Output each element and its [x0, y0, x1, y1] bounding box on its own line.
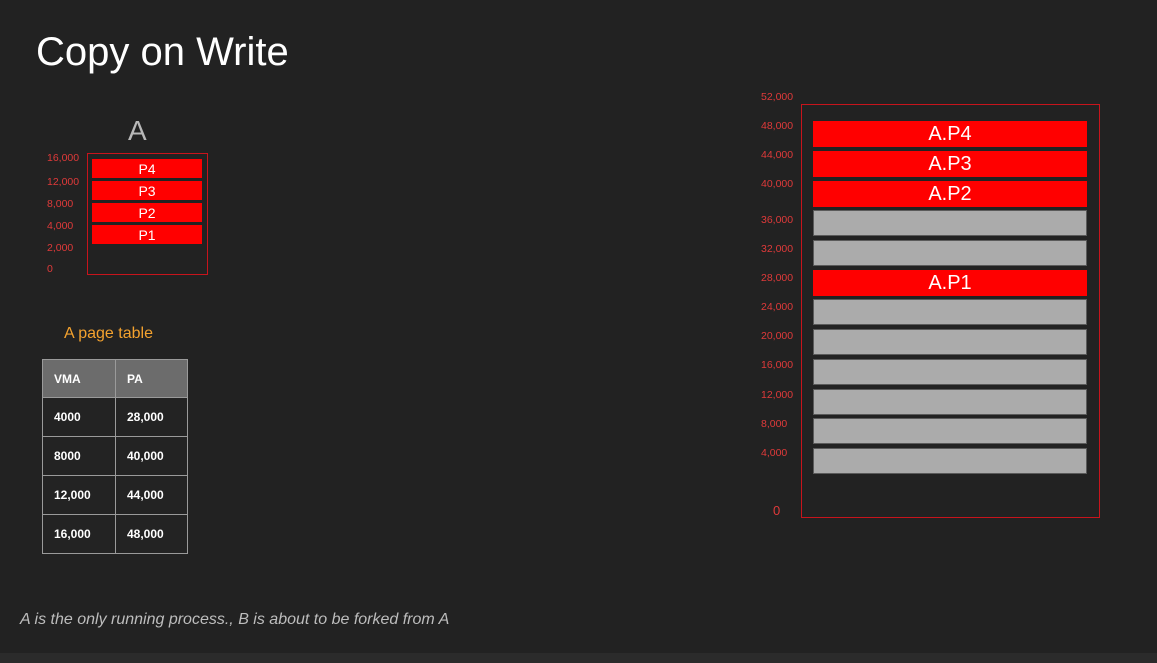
pm-axis-label: 48,000: [761, 120, 794, 132]
physical-frame-a-p3: A.P3: [813, 151, 1087, 177]
physical-frame-free: [813, 359, 1087, 385]
a-axis-label: 0: [47, 263, 53, 275]
pa-cell: 28,000: [115, 397, 188, 437]
vma-cell: 12,000: [42, 475, 116, 515]
virtual-page-p4: P4: [92, 159, 202, 178]
pa-cell: 48,000: [115, 514, 188, 554]
physical-frame-free: [813, 448, 1087, 474]
physical-frame-a-p1: A.P1: [813, 270, 1087, 296]
pm-axis-label: 32,000: [761, 243, 794, 255]
physical-memory: [801, 104, 1100, 518]
physical-frame-free: [813, 210, 1087, 236]
pm-axis-label: 0: [773, 503, 781, 518]
pm-axis-label: 52,000: [761, 91, 794, 103]
vma-cell: 16,000: [42, 514, 116, 554]
pm-axis-label: 8,000: [761, 418, 788, 430]
table-header-row: VMA PA: [42, 359, 188, 398]
physical-frame-free: [813, 329, 1087, 355]
page-table-title: A page table: [64, 325, 153, 342]
physical-frame-free: [813, 418, 1087, 444]
table-row: 8000 40,000: [42, 436, 188, 476]
table-row: 4000 28,000: [42, 397, 188, 437]
pm-axis-label: 40,000: [761, 178, 794, 190]
bottom-bar: [0, 653, 1157, 663]
physical-frame-free: [813, 299, 1087, 325]
physical-frame-free: [813, 240, 1087, 266]
physical-frame-free: [813, 389, 1087, 415]
pm-axis-label: 20,000: [761, 330, 794, 342]
a-axis-label: 12,000: [47, 176, 80, 188]
pa-cell: 44,000: [115, 475, 188, 515]
pm-axis-label: 16,000: [761, 359, 794, 371]
virtual-page-p2: P2: [92, 203, 202, 222]
table-row: 16,000 48,000: [42, 514, 188, 554]
pa-cell: 40,000: [115, 436, 188, 476]
vma-cell: 8000: [42, 436, 116, 476]
a-axis-label: 16,000: [47, 152, 80, 164]
physical-frame-a-p2: A.P2: [813, 181, 1087, 207]
vma-cell: 4000: [42, 397, 116, 437]
pm-axis-label: 24,000: [761, 301, 794, 313]
virtual-page-p3: P3: [92, 181, 202, 200]
pm-axis-label: 36,000: [761, 214, 794, 226]
physical-frame-a-p4: A.P4: [813, 121, 1087, 147]
a-axis-label: 4,000: [47, 220, 74, 232]
column-header-vma: VMA: [42, 359, 116, 398]
page-title: Copy on Write: [36, 30, 289, 74]
pm-axis-label: 28,000: [761, 272, 794, 284]
page-table: VMA PA 4000 28,000 8000 40,000 12,000 44…: [42, 359, 188, 554]
slide-caption: A is the only running process., B is abo…: [20, 611, 450, 628]
pm-axis-label: 12,000: [761, 389, 794, 401]
a-axis-label: 2,000: [47, 242, 74, 254]
process-a-label: A: [128, 115, 147, 146]
process-a-address-space: [87, 153, 208, 275]
table-row: 12,000 44,000: [42, 475, 188, 515]
column-header-pa: PA: [115, 359, 188, 398]
virtual-page-p1: P1: [92, 225, 202, 244]
pm-axis-label: 44,000: [761, 149, 794, 161]
a-axis-label: 8,000: [47, 198, 74, 210]
pm-axis-label: 4,000: [761, 447, 788, 459]
